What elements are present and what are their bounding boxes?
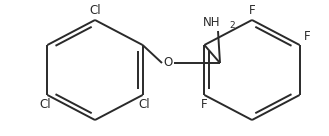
Text: NH: NH (203, 16, 220, 30)
Text: Cl: Cl (89, 4, 101, 18)
Text: F: F (201, 98, 208, 112)
Text: Cl: Cl (139, 98, 150, 112)
Text: 2: 2 (229, 21, 235, 30)
Text: F: F (249, 4, 255, 18)
Text: O: O (164, 56, 173, 69)
Text: F: F (304, 30, 310, 44)
Text: Cl: Cl (39, 98, 51, 112)
